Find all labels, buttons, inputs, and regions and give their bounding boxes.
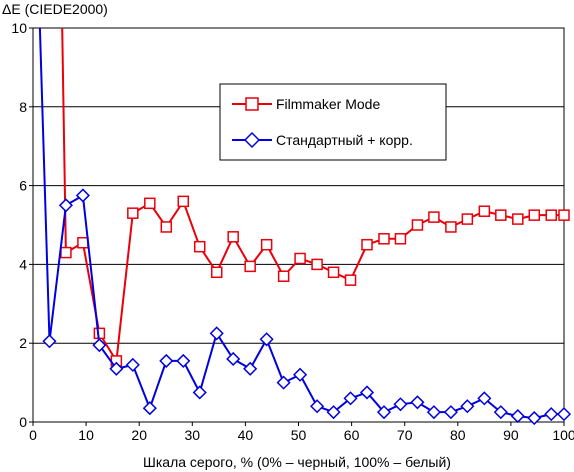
x-tick-label: 20 (131, 427, 147, 443)
data-point (527, 410, 542, 426)
data-point (344, 274, 357, 286)
data-point (310, 399, 325, 414)
data-point (42, 334, 57, 349)
legend-marker-standard-corr (243, 131, 261, 149)
data-point (443, 405, 458, 420)
data-point (410, 395, 425, 410)
data-point (260, 238, 273, 251)
data-point (556, 407, 572, 422)
data-point (75, 188, 90, 203)
data-point (109, 361, 124, 376)
x-tick-label: 70 (397, 427, 413, 443)
x-tick-label: 90 (503, 427, 519, 443)
y-tick-label: 4 (19, 256, 27, 272)
data-point (361, 238, 373, 251)
data-point (510, 409, 525, 424)
data-point (259, 332, 274, 347)
legend-label-filmmaker-mode: Filmmaker Mode (276, 96, 380, 112)
y-tick-label: 6 (19, 178, 27, 194)
data-point (461, 213, 474, 225)
data-point (77, 236, 89, 249)
data-point (378, 233, 390, 245)
data-point (460, 399, 475, 414)
x-axis-ticks: 0 10 20 30 40 50 60 70 80 90 100 (29, 422, 574, 443)
x-tick-label: 100 (552, 427, 574, 443)
x-tick-label: 80 (450, 427, 466, 443)
data-point (512, 213, 524, 225)
data-point (176, 353, 191, 368)
data-point (294, 252, 306, 265)
series-line (61, 28, 564, 364)
legend-label-standard-corr: Стандартный + корр. (276, 132, 413, 148)
data-point (545, 209, 558, 221)
data-point (359, 385, 375, 400)
x-axis-label: Шкала серого, % (0% – черный, 100% – бел… (143, 454, 451, 470)
data-point (445, 221, 457, 233)
data-point (558, 209, 570, 221)
data-point (495, 209, 507, 221)
data-point (125, 357, 140, 372)
data-point (478, 205, 491, 217)
data-point (311, 258, 323, 271)
data-point (293, 367, 308, 382)
data-point (277, 270, 290, 282)
data-point (394, 233, 407, 245)
data-point (177, 195, 190, 208)
x-tick-label: 10 (78, 427, 94, 443)
series-standard-corr (38, 28, 572, 426)
data-point (142, 401, 157, 416)
data-point (393, 397, 408, 412)
data-point (127, 207, 139, 219)
data-point (160, 221, 173, 233)
data-point (326, 405, 341, 420)
data-point (58, 198, 73, 213)
data-point (244, 260, 256, 273)
data-point (343, 391, 358, 406)
series-group (38, 28, 572, 426)
data-point (428, 211, 440, 223)
data-point (144, 197, 156, 210)
data-point (243, 361, 258, 376)
data-point (92, 338, 107, 353)
x-tick-label: 60 (344, 427, 360, 443)
y-tick-label: 8 (19, 99, 27, 115)
data-point (210, 266, 223, 279)
data-point (209, 326, 224, 341)
y-tick-label: 10 (11, 20, 27, 36)
data-point (528, 209, 541, 221)
data-point (327, 266, 340, 279)
data-point (477, 391, 492, 406)
data-point (193, 240, 206, 253)
y-axis-label: ΔE (CIEDE2000) (2, 1, 108, 17)
data-point (544, 407, 559, 422)
legend: Filmmaker Mode Стандартный + корр. (219, 83, 447, 161)
data-point (192, 385, 207, 400)
y-tick-label: 2 (19, 335, 27, 351)
legend-marker-filmmaker-mode (245, 97, 259, 111)
data-point (276, 375, 291, 390)
x-tick-label: 30 (185, 427, 201, 443)
data-point (493, 405, 508, 420)
data-point (60, 246, 72, 259)
series-filmmaker-mode (60, 28, 570, 367)
x-tick-label: 50 (291, 427, 307, 443)
legend-box (219, 83, 447, 161)
data-point (411, 219, 424, 231)
data-point (426, 405, 441, 420)
x-tick-label: 0 (29, 427, 37, 443)
data-point (159, 353, 174, 368)
data-point (227, 231, 239, 243)
y-axis-ticks: 0 2 4 6 8 10 (11, 20, 33, 430)
data-point (226, 351, 241, 367)
data-point (376, 405, 392, 420)
x-tick-label: 40 (238, 427, 254, 443)
y-tick-label: 0 (19, 414, 27, 430)
